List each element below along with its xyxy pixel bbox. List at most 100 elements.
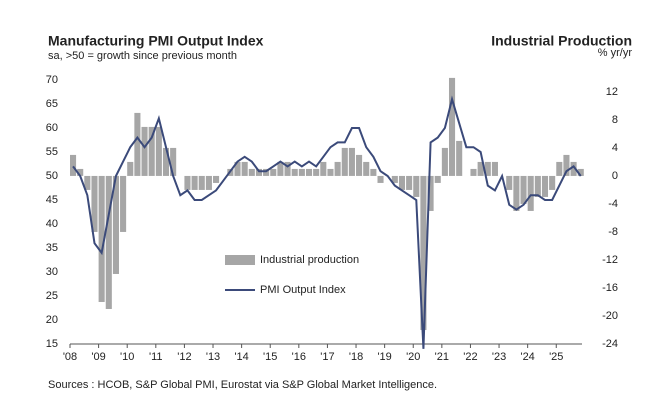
bar bbox=[148, 126, 155, 176]
x-tick-label: '12 bbox=[177, 351, 191, 363]
bar bbox=[77, 168, 84, 176]
bar bbox=[477, 161, 484, 176]
y2-tick-label: -12 bbox=[602, 254, 618, 266]
bar bbox=[398, 175, 406, 190]
bar bbox=[527, 175, 534, 211]
y2-tick-label: 12 bbox=[606, 86, 618, 98]
x-tick-label: '11 bbox=[149, 351, 163, 363]
bar bbox=[534, 175, 541, 197]
bar bbox=[420, 175, 427, 330]
bar bbox=[570, 161, 577, 176]
x-tick-label: '16 bbox=[292, 351, 306, 363]
bar bbox=[377, 175, 384, 183]
x-tick-label: '24 bbox=[520, 351, 534, 363]
bar bbox=[434, 175, 441, 183]
bar bbox=[363, 161, 370, 176]
legend-swatch bbox=[225, 255, 255, 265]
y-tick-label: 45 bbox=[46, 194, 58, 206]
bar bbox=[456, 140, 463, 176]
bar bbox=[191, 175, 198, 190]
y2-tick-label: -4 bbox=[608, 198, 618, 210]
bar bbox=[427, 175, 434, 211]
x-tick-label: '23 bbox=[492, 351, 506, 363]
bar bbox=[84, 175, 91, 190]
bar bbox=[127, 161, 134, 176]
bar bbox=[334, 161, 341, 176]
y2-tick-label: 4 bbox=[612, 142, 618, 154]
y2-subtitle: % yr/yr bbox=[598, 47, 633, 59]
bar bbox=[370, 168, 377, 176]
bar bbox=[277, 161, 284, 176]
y-tick-label: 40 bbox=[46, 218, 58, 230]
y-tick-label: 25 bbox=[46, 290, 58, 302]
chart-title: Manufacturing PMI Output Index bbox=[48, 33, 264, 49]
bar bbox=[491, 161, 498, 176]
bar bbox=[305, 168, 313, 176]
bar bbox=[134, 112, 141, 176]
y2-tick-label: -20 bbox=[602, 310, 618, 322]
y-tick-label: 30 bbox=[46, 266, 58, 278]
bar bbox=[313, 168, 320, 176]
bar bbox=[170, 147, 177, 176]
bar bbox=[320, 161, 327, 176]
bar bbox=[413, 175, 420, 197]
bar bbox=[98, 175, 105, 302]
x-tick-label: '13 bbox=[206, 351, 220, 363]
y2-tick-label: -16 bbox=[602, 282, 618, 294]
bar bbox=[356, 154, 363, 176]
x-tick-label: '14 bbox=[234, 351, 248, 363]
bar bbox=[263, 168, 270, 176]
line bbox=[72, 95, 582, 349]
bar bbox=[248, 168, 255, 176]
bar bbox=[506, 175, 513, 190]
x-tick-label: '09 bbox=[91, 351, 105, 363]
bar bbox=[298, 168, 305, 176]
y2-tick-label: 8 bbox=[612, 114, 618, 126]
bar bbox=[70, 154, 77, 176]
bar bbox=[470, 168, 477, 176]
legend-label: PMI Output Index bbox=[260, 284, 346, 296]
bar bbox=[441, 147, 448, 176]
x-tick-label: '21 bbox=[435, 351, 449, 363]
bar bbox=[549, 175, 556, 190]
bar bbox=[234, 161, 241, 176]
x-tick-label: '19 bbox=[377, 351, 391, 363]
y2-tick-label: -24 bbox=[602, 338, 618, 350]
bar bbox=[155, 126, 162, 176]
source-note: Sources : HCOB, S&P Global PMI, Eurostat… bbox=[48, 379, 437, 391]
y-tick-label: 35 bbox=[46, 242, 58, 254]
bar bbox=[105, 175, 112, 309]
y-tick-label: 15 bbox=[46, 338, 58, 350]
bar bbox=[577, 168, 584, 176]
x-tick-label: '10 bbox=[120, 351, 134, 363]
y-tick-label: 70 bbox=[46, 74, 58, 86]
bar bbox=[120, 175, 127, 232]
x-tick-label: '25 bbox=[549, 351, 563, 363]
bar bbox=[112, 175, 119, 274]
x-tick-label: '08 bbox=[63, 351, 77, 363]
y-tick-label: 60 bbox=[46, 122, 58, 134]
bar bbox=[141, 126, 148, 176]
bar bbox=[513, 175, 520, 211]
bar bbox=[341, 147, 348, 176]
bar bbox=[184, 175, 191, 190]
bar bbox=[348, 147, 355, 176]
bar bbox=[448, 77, 456, 176]
bar bbox=[541, 175, 549, 197]
bar bbox=[563, 154, 570, 176]
bar bbox=[255, 168, 262, 176]
x-tick-label: '18 bbox=[349, 351, 363, 363]
bar bbox=[213, 175, 220, 183]
bar bbox=[556, 161, 563, 176]
legend-label: Industrial production bbox=[260, 254, 359, 266]
y2-title: Industrial Production bbox=[491, 33, 632, 49]
y2-tick-label: 0 bbox=[612, 170, 618, 182]
x-tick-label: '15 bbox=[263, 351, 277, 363]
y2-tick-label: -8 bbox=[608, 226, 618, 238]
chart-subtitle: sa, >50 = growth since previous month bbox=[48, 50, 237, 62]
bar bbox=[270, 168, 277, 176]
y-tick-label: 65 bbox=[46, 98, 58, 110]
bar bbox=[520, 175, 527, 204]
y-tick-label: 20 bbox=[46, 314, 58, 326]
